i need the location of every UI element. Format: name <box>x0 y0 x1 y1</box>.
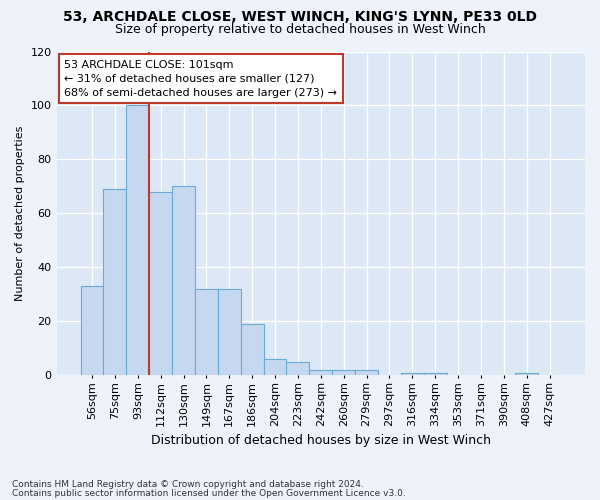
Bar <box>218 289 241 376</box>
Bar <box>286 362 310 376</box>
Bar <box>80 286 103 376</box>
Bar <box>401 373 424 376</box>
Bar <box>241 324 263 376</box>
Bar <box>149 192 172 376</box>
Text: Size of property relative to detached houses in West Winch: Size of property relative to detached ho… <box>115 22 485 36</box>
Bar <box>310 370 332 376</box>
Text: Contains public sector information licensed under the Open Government Licence v3: Contains public sector information licen… <box>12 488 406 498</box>
Bar <box>515 373 538 376</box>
Bar <box>424 373 446 376</box>
Bar <box>195 289 218 376</box>
Bar <box>103 189 127 376</box>
Bar <box>355 370 378 376</box>
X-axis label: Distribution of detached houses by size in West Winch: Distribution of detached houses by size … <box>151 434 491 448</box>
Text: 53, ARCHDALE CLOSE, WEST WINCH, KING'S LYNN, PE33 0LD: 53, ARCHDALE CLOSE, WEST WINCH, KING'S L… <box>63 10 537 24</box>
Bar <box>172 186 195 376</box>
Text: 53 ARCHDALE CLOSE: 101sqm
← 31% of detached houses are smaller (127)
68% of semi: 53 ARCHDALE CLOSE: 101sqm ← 31% of detac… <box>64 60 337 98</box>
Y-axis label: Number of detached properties: Number of detached properties <box>15 126 25 301</box>
Text: Contains HM Land Registry data © Crown copyright and database right 2024.: Contains HM Land Registry data © Crown c… <box>12 480 364 489</box>
Bar <box>263 360 286 376</box>
Bar <box>127 106 149 376</box>
Bar <box>332 370 355 376</box>
